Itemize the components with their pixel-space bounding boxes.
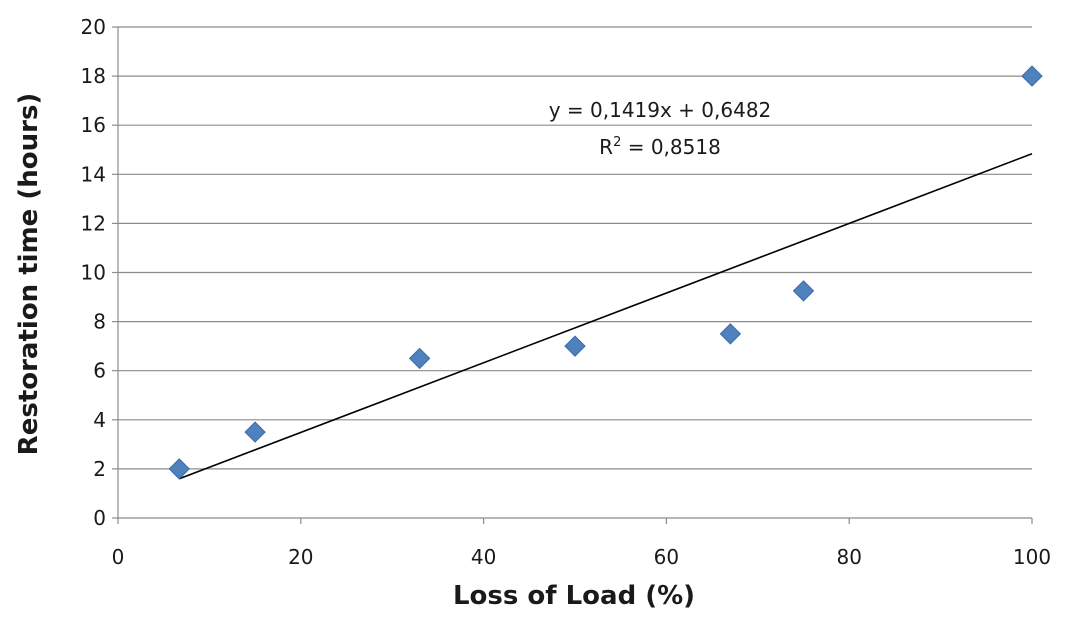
r-squared-label: R2 = 0,8518: [599, 135, 721, 159]
trendline-layer: [178, 152, 1033, 480]
y-tick-label: 14: [81, 162, 106, 186]
x-tick-label: 60: [654, 545, 679, 569]
x-tick-label: 20: [288, 545, 313, 569]
x-tick-label: 80: [836, 545, 861, 569]
data-point-diamond: [792, 280, 815, 302]
axes: [112, 26, 1033, 524]
data-point-diamond: [719, 323, 742, 345]
data-point-diamond: [408, 347, 431, 370]
data-point-diamond: [244, 421, 266, 443]
x-tick-label: 0: [112, 545, 125, 569]
x-tick-label: 40: [471, 545, 496, 569]
y-tick-label: 8: [93, 310, 106, 334]
y-tick-label: 2: [93, 457, 106, 481]
tick-labels: 0 2 4 6 8 10 12 14 16 18 20 0 20 40 60 80 100: [81, 15, 1052, 569]
r-squared-prefix: R: [599, 135, 613, 159]
y-tick-label: 4: [93, 408, 106, 432]
y-tick-label: 16: [81, 113, 106, 137]
r-squared-value: = 0,8518: [621, 135, 720, 159]
x-axis-title: Loss of Load (%): [453, 581, 695, 611]
data-points: [168, 65, 1043, 480]
data-point-diamond: [564, 335, 586, 357]
y-tick-label: 10: [81, 261, 106, 285]
linear-trendline: [178, 152, 1033, 480]
x-tick-label: 100: [1013, 545, 1051, 569]
r-squared-exponent: 2: [613, 135, 621, 150]
trendline-equation: y = 0,1419x + 0,6482: [549, 98, 772, 122]
y-axis-title: Restoration time (hours): [14, 93, 44, 456]
y-tick-label: 12: [81, 211, 106, 235]
grid-lines: [118, 26, 1032, 470]
data-point-diamond: [168, 458, 190, 480]
y-tick-label: 20: [81, 15, 106, 39]
data-point-diamond: [1021, 65, 1043, 87]
y-tick-label: 0: [93, 506, 106, 530]
y-tick-label: 18: [81, 64, 106, 88]
y-tick-label: 6: [93, 359, 106, 383]
